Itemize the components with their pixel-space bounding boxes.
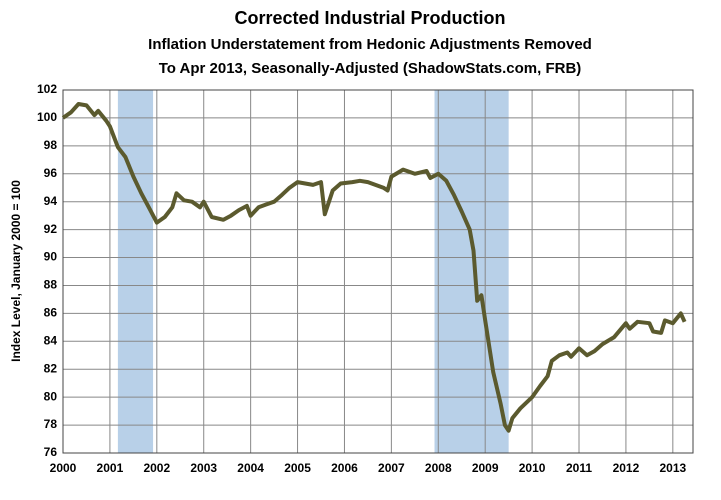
y-axis-label: Index Level, January 2000 = 100	[9, 180, 23, 362]
y-tick-label: 78	[44, 417, 58, 431]
recession-band	[117, 90, 154, 453]
x-tick-label: 2006	[331, 461, 358, 475]
x-tick-label: 2008	[425, 461, 452, 475]
x-tick-label: 2000	[50, 461, 77, 475]
x-tick-label: 2004	[237, 461, 264, 475]
x-tick-label: 2003	[190, 461, 217, 475]
y-tick-label: 96	[44, 166, 58, 180]
x-tick-label: 2011	[566, 461, 592, 475]
y-tick-label: 92	[44, 222, 58, 236]
y-tick-label: 82	[44, 361, 58, 375]
x-tick-label: 2007	[378, 461, 405, 475]
chart-subtitle: Inflation Understatement from Hedonic Ad…	[148, 36, 592, 53]
y-tick-label: 98	[44, 138, 58, 152]
data-line	[61, 102, 687, 433]
x-tick-label: 2001	[97, 461, 124, 475]
y-tick-label: 76	[44, 445, 58, 459]
chart-subtitle: To Apr 2013, Seasonally-Adjusted (Shadow…	[159, 60, 582, 77]
y-tick-label: 90	[44, 250, 58, 264]
plot-border	[62, 89, 694, 454]
x-tick-label: 2009	[472, 461, 499, 475]
x-tick-label: 2002	[143, 461, 170, 475]
x-tick-label: 2012	[613, 461, 640, 475]
y-tick-label: 80	[44, 389, 58, 403]
y-tick-label: 94	[44, 194, 58, 208]
x-tick-label: 2010	[519, 461, 546, 475]
y-tick-label: 86	[44, 306, 58, 320]
x-tick-label: 2005	[284, 461, 311, 475]
y-tick-label: 84	[44, 333, 58, 347]
x-tick-label: 2013	[659, 461, 686, 475]
y-tick-label: 100	[37, 110, 57, 124]
y-tick-label: 102	[37, 82, 57, 96]
chart-title: Corrected Industrial Production	[234, 8, 505, 28]
y-tick-label: 88	[44, 278, 58, 292]
